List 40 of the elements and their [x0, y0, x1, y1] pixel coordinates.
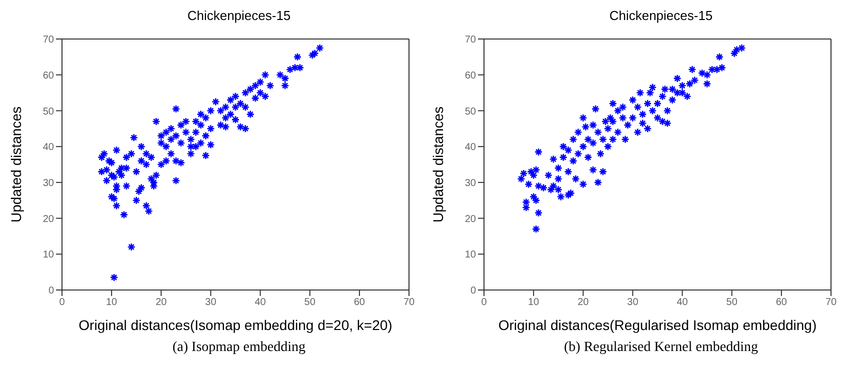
- x-tick-label: 70: [825, 297, 837, 308]
- x-tick-label: 70: [403, 297, 415, 308]
- y-tick-label: 50: [42, 106, 54, 118]
- x-axis-title: Original distances(Isomap embedding d=20, k=20): [78, 317, 392, 333]
- y-tick-label: 10: [42, 250, 54, 261]
- y-tick-label: 20: [42, 214, 54, 225]
- x-tick-label: 30: [205, 297, 217, 308]
- x-tick-label: 20: [578, 297, 590, 308]
- x-tick-label: 40: [676, 297, 688, 308]
- y-tick-label: 20: [464, 214, 476, 225]
- y-tick-label: 60: [464, 70, 476, 82]
- chart-title: Chickenpieces-15: [608, 8, 714, 25]
- y-axis-title: Updated distances: [8, 106, 24, 222]
- y-tick-label: 70: [42, 34, 54, 46]
- x-axis-title: Original distances(Regularised Isomap embedding): [498, 317, 817, 333]
- x-tick-label: 30: [627, 297, 639, 308]
- x-tick-label: 0: [481, 297, 488, 308]
- x-tick-label: 40: [254, 297, 266, 308]
- x-tick-label: 10: [528, 297, 540, 308]
- x-tick-label: 50: [726, 297, 738, 308]
- y-axis-title: Updated distances: [430, 106, 446, 222]
- y-tick-label: 40: [42, 142, 54, 154]
- x-tick-label: 20: [156, 297, 168, 308]
- y-tick-label: 40: [464, 142, 476, 154]
- y-tick-label: 30: [464, 178, 476, 189]
- x-tick-label: 60: [776, 297, 788, 308]
- x-tick-label: 0: [59, 297, 66, 308]
- y-tick-label: 10: [464, 250, 476, 261]
- y-tick-label: 30: [42, 178, 54, 189]
- y-tick-label: 70: [464, 34, 476, 46]
- y-tick-label: 0: [470, 286, 476, 297]
- y-tick-label: 0: [48, 286, 54, 297]
- text: (a) Isopmap embedding: [172, 340, 306, 356]
- x-tick-label: 10: [106, 297, 118, 308]
- y-tick-label: 50: [464, 106, 476, 118]
- chart-title: Chickenpieces-15: [186, 8, 292, 25]
- text: (b) Regularised Kernel embedding: [563, 340, 759, 356]
- x-tick-label: 60: [354, 297, 366, 308]
- y-tick-label: 60: [42, 70, 54, 82]
- x-tick-label: 50: [304, 297, 316, 308]
